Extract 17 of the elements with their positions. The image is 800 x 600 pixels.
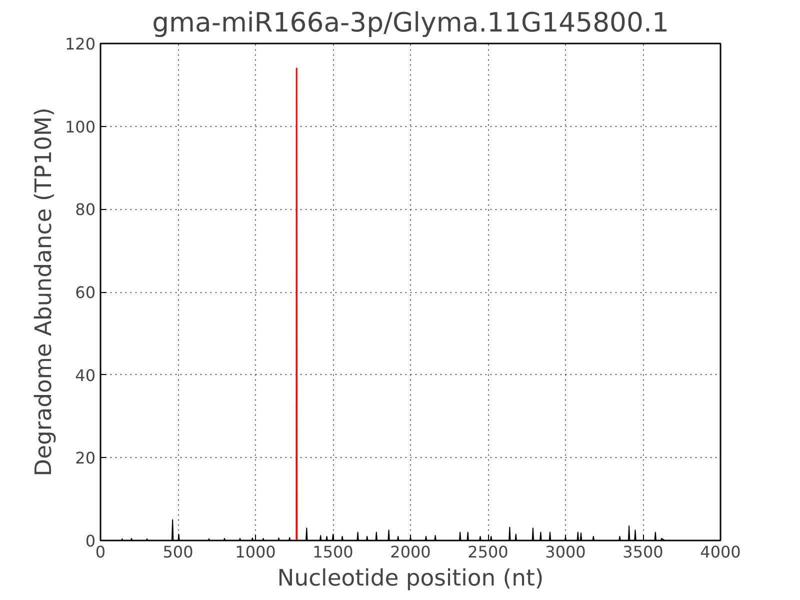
y-tick-label: 100 [64,117,96,136]
x-axis-title: Nucleotide position (nt) [277,566,544,592]
y-tick-label: 40 [75,366,96,385]
y-tick-label: 120 [64,34,96,54]
y-axis-title: Degradome Abundance (TP10M) [30,108,57,476]
x-tick-label: 2500 [468,542,508,562]
x-tick-label: 1500 [312,542,354,562]
chart-title: gma-miR166a-3p/Glyma.11G145800.1 [152,8,669,38]
x-tick-label: 3500 [622,542,664,562]
y-tick-label: 60 [75,283,96,302]
x-tick-label: 500 [162,542,194,562]
x-tick-label: 2000 [390,542,431,562]
x-tick-label: 4000 [700,542,741,562]
x-tick-label: 1000 [235,542,276,562]
y-tick-label: 80 [75,200,96,220]
x-tick-label: 3000 [545,542,586,562]
y-tick-label: 20 [75,448,96,468]
